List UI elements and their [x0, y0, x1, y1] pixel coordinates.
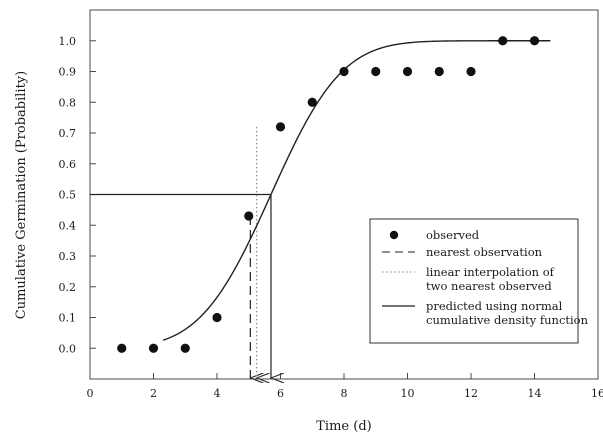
- y-tick-label: 0.0: [59, 342, 77, 355]
- observed-point: [244, 211, 254, 221]
- reference-lines: [90, 126, 271, 378]
- x-tick-label: 8: [341, 387, 348, 400]
- x-tick-label: 10: [401, 387, 415, 400]
- predicted-curve: [162, 40, 551, 341]
- legend-label-interp: two nearest observed: [426, 279, 552, 293]
- legend-label-predicted: predicted using normal: [426, 299, 563, 313]
- observed-points: [117, 36, 540, 353]
- observed-point: [498, 36, 508, 46]
- x-tick-label: 2: [150, 387, 157, 400]
- x-tick-label: 14: [528, 387, 542, 400]
- x-axis-title: Time (d): [316, 419, 371, 434]
- y-tick-label: 0.1: [59, 312, 77, 325]
- observed-point: [434, 66, 444, 77]
- observed-point: [275, 122, 286, 132]
- y-axis: 0.0 0.1 0.2 0.3 0.4 0.5 0.6 0.7 0.8 0.9 1.0: [59, 35, 96, 355]
- observed-point: [307, 97, 317, 107]
- observed-point: [466, 66, 476, 77]
- y-tick-label: 0.7: [59, 127, 77, 140]
- y-tick-label: 0.6: [59, 158, 77, 171]
- observed-point: [212, 312, 222, 323]
- observed-point: [371, 66, 381, 77]
- legend-label-observed: observed: [426, 228, 480, 242]
- y-tick-label: 0.4: [59, 219, 77, 232]
- y-tick-label: 0.8: [59, 96, 77, 109]
- x-axis: 0 2 4 6 8 10 12 14 16: [87, 373, 603, 400]
- observed-point: [339, 66, 349, 77]
- x-tick-label: 4: [214, 387, 221, 400]
- x-tick-label: 0: [87, 387, 94, 400]
- observed-point: [529, 36, 540, 46]
- observed-point: [180, 343, 190, 353]
- observed-point: [117, 343, 127, 353]
- observed-point: [148, 343, 159, 353]
- observed-point: [402, 66, 413, 77]
- x-tick-label: 6: [277, 387, 284, 400]
- y-tick-label: 1.0: [59, 35, 77, 48]
- y-tick-label: 0.2: [59, 281, 77, 294]
- y-axis-title: Cumulative Germination (Probability): [14, 71, 29, 319]
- y-tick-label: 0.3: [59, 250, 77, 263]
- legend-marker-observed: [389, 230, 399, 240]
- y-tick-label: 0.9: [59, 66, 77, 79]
- y-tick-label: 0.5: [59, 189, 77, 202]
- legend-label-interp: linear interpolation of: [426, 265, 555, 279]
- legend: observed nearest observation linear interp…: [369, 218, 589, 344]
- legend-label-predicted: cumulative density function: [426, 313, 589, 327]
- legend-label-nearest: nearest observation: [426, 245, 543, 259]
- predicted-curve-group: [162, 40, 551, 341]
- legend-box: [369, 218, 579, 344]
- x-tick-label: 12: [464, 387, 478, 400]
- x-tick-label: 16: [591, 387, 603, 400]
